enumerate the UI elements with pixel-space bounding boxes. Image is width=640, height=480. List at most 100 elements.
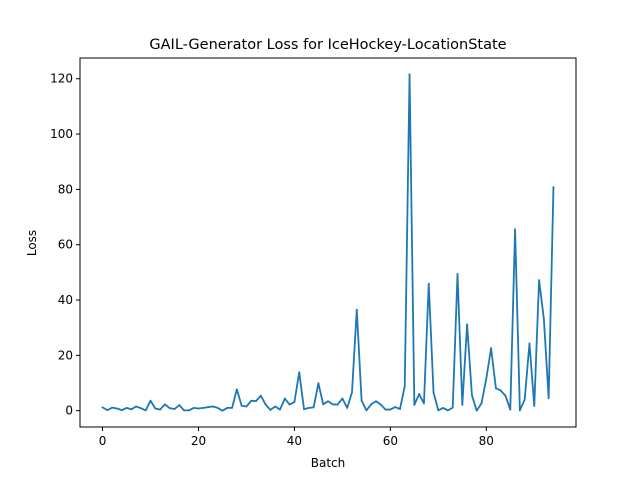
data-point — [317, 382, 320, 385]
data-point — [216, 407, 219, 409]
data-point — [461, 403, 464, 406]
data-point — [130, 408, 133, 411]
data-point — [255, 400, 257, 402]
data-point — [187, 409, 190, 412]
data-point — [164, 403, 166, 406]
data-point — [307, 407, 310, 409]
data-point — [293, 401, 296, 403]
data-point — [547, 397, 550, 400]
data-point — [442, 407, 445, 409]
data-point — [221, 409, 224, 412]
data-point — [140, 407, 142, 410]
y-tick-label: 0 — [65, 404, 73, 418]
data-point — [528, 342, 531, 345]
data-point — [207, 406, 209, 408]
data-point — [159, 408, 162, 411]
data-point — [542, 317, 545, 320]
data-point — [341, 397, 344, 400]
data-point — [120, 409, 123, 412]
data-point — [514, 228, 516, 231]
data-point — [259, 394, 262, 397]
data-point — [418, 393, 421, 395]
x-tick-label: 0 — [99, 434, 107, 448]
plot-frame — [79, 57, 577, 428]
data-point — [408, 73, 411, 76]
data-point — [111, 406, 114, 409]
data-point — [312, 406, 315, 409]
y-tick-label: 60 — [58, 238, 73, 252]
data-point — [427, 282, 430, 285]
data-point — [327, 400, 329, 403]
data-point — [336, 403, 339, 406]
data-point — [466, 323, 469, 326]
data-point — [451, 406, 454, 409]
data-point — [144, 409, 147, 412]
y-tick-label: 40 — [58, 293, 73, 307]
data-point — [538, 279, 540, 282]
x-tick-label: 80 — [479, 434, 494, 448]
data-point — [240, 404, 243, 407]
data-point — [365, 409, 368, 412]
data-point — [197, 407, 200, 410]
data-point — [360, 399, 363, 402]
data-point — [192, 407, 195, 409]
data-point — [149, 399, 152, 402]
x-tick-label: 20 — [191, 434, 206, 448]
data-point — [269, 408, 272, 411]
data-point — [456, 273, 459, 275]
data-point — [154, 407, 157, 410]
data-point — [183, 409, 185, 412]
data-point — [279, 408, 281, 411]
data-point — [533, 405, 536, 407]
y-tick-label: 120 — [50, 72, 73, 86]
data-point — [480, 402, 483, 405]
y-tick-label: 80 — [58, 182, 73, 196]
data-point — [173, 408, 176, 410]
data-point — [202, 407, 205, 409]
data-point — [101, 406, 104, 409]
data-point — [135, 405, 138, 408]
series-points — [101, 73, 555, 412]
chart-title: GAIL-Generator Loss for IceHockey-Locati… — [149, 37, 506, 53]
plot-area: 0 20 40 60 80 0 20 40 60 80 100 120 — [50, 57, 577, 448]
data-point — [331, 403, 334, 406]
x-tick-label: 40 — [287, 434, 302, 448]
data-point — [303, 408, 305, 411]
y-axis-label: Loss — [25, 230, 39, 256]
x-axis: 0 20 40 60 80 — [99, 427, 494, 448]
data-point — [437, 409, 440, 412]
data-point — [211, 405, 214, 408]
data-point — [351, 391, 353, 394]
data-point — [346, 407, 349, 409]
data-point — [375, 400, 377, 403]
data-point — [274, 405, 277, 408]
data-point — [432, 391, 435, 394]
data-point — [413, 403, 416, 406]
data-point — [235, 388, 238, 391]
x-tick-label: 60 — [383, 434, 398, 448]
data-point — [399, 408, 401, 410]
data-point — [523, 398, 526, 401]
data-point — [168, 407, 171, 410]
y-tick-label: 100 — [50, 127, 73, 141]
data-point — [423, 402, 425, 405]
data-point — [518, 409, 521, 412]
data-point — [509, 408, 512, 411]
data-point — [447, 409, 449, 412]
data-point — [322, 403, 325, 406]
y-axis: 0 20 40 60 80 100 120 — [50, 72, 80, 418]
data-point — [471, 394, 473, 397]
data-point — [178, 404, 181, 407]
data-point — [283, 397, 286, 400]
data-point — [499, 389, 502, 392]
data-point — [475, 409, 478, 412]
data-point — [250, 399, 253, 402]
data-point — [125, 407, 128, 409]
data-point — [264, 403, 267, 406]
data-point — [106, 409, 109, 412]
x-axis-label: Batch — [311, 456, 346, 470]
data-point — [504, 394, 507, 397]
data-point — [355, 308, 358, 311]
